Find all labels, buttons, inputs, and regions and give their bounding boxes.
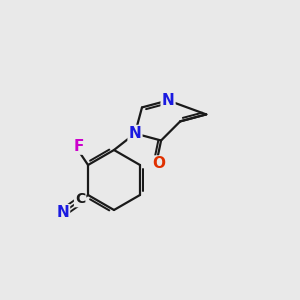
Text: O: O — [153, 157, 166, 172]
Text: N: N — [56, 205, 69, 220]
Text: N: N — [162, 93, 174, 108]
Text: N: N — [129, 126, 141, 141]
Text: F: F — [74, 139, 84, 154]
Text: C: C — [75, 192, 85, 206]
